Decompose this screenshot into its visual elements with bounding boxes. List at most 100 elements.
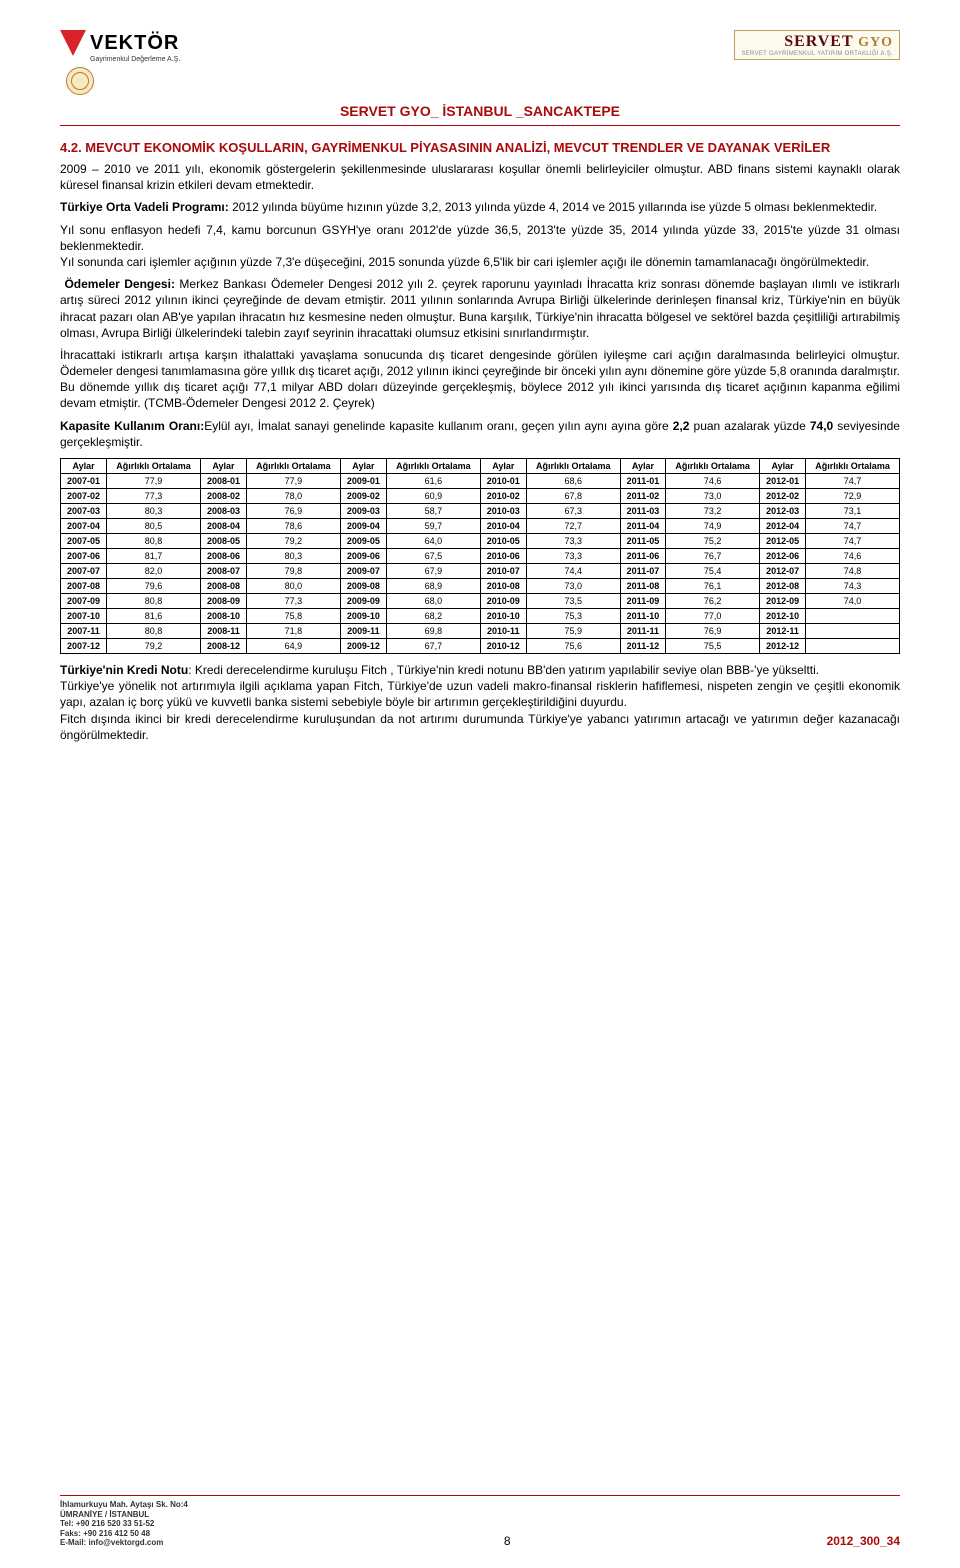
cell-month: 2009-02 [340,489,386,504]
paragraph-export: İhracattaki istikrarlı artışa karşın ith… [60,347,900,412]
table-row: 2007-0480,52008-0478,62009-0459,72010-04… [61,519,900,534]
capacity-a: Eylül ayı, İmalat sanayi genelinde kapas… [204,419,673,433]
cell-value: 72,9 [806,489,900,504]
cell-month: 2009-10 [340,609,386,624]
cell-month: 2008-05 [200,534,246,549]
cell-value: 68,2 [386,609,480,624]
table-row: 2007-1279,22008-1264,92009-1267,72010-12… [61,639,900,654]
cell-month: 2007-08 [61,579,107,594]
cell-month: 2010-10 [480,609,526,624]
doc-code: 2012_300_34 [827,1534,900,1548]
cell-value: 61,6 [386,474,480,489]
cell-value: 73,3 [526,549,620,564]
capacity-label: Kapasite Kullanım Oranı: [60,419,204,433]
cell-value: 75,9 [526,624,620,639]
col-value-header: Ağırlıklı Ortalama [247,459,341,474]
cell-value: 74,7 [806,519,900,534]
cell-month: 2008-10 [200,609,246,624]
paragraph-capacity: Kapasite Kullanım Oranı:Eylül ayı, İmala… [60,418,900,450]
cell-month: 2008-07 [200,564,246,579]
paragraph-inflation: Yıl sonu enflasyon hedefi 7,4, kamu borc… [60,222,900,271]
cell-value: 80,8 [107,534,201,549]
cell-month: 2012-08 [760,579,806,594]
cell-value: 77,3 [247,594,341,609]
cell-month: 2007-05 [61,534,107,549]
cell-month: 2010-09 [480,594,526,609]
cell-value: 75,2 [666,534,760,549]
cell-value: 74,7 [806,534,900,549]
cell-month: 2012-01 [760,474,806,489]
col-month-header: Aylar [760,459,806,474]
cell-month: 2011-03 [620,504,666,519]
cell-value: 74,4 [526,564,620,579]
cell-month: 2011-07 [620,564,666,579]
capacity-c: puan azalarak yüzde [689,419,809,433]
cell-month: 2011-02 [620,489,666,504]
cell-value: 76,7 [666,549,760,564]
cell-value: 76,9 [247,504,341,519]
footer-address: İhlamurkuyu Mah. Aytaşı Sk. No:4 ÜMRANİY… [60,1500,188,1548]
footer-divider [60,1495,900,1496]
cell-month: 2012-07 [760,564,806,579]
col-month-header: Aylar [480,459,526,474]
addr-email: E-Mail: info@vektorgd.com [60,1538,188,1548]
table-body: 2007-0177,92008-0177,92009-0161,62010-01… [61,474,900,654]
cell-value: 76,2 [666,594,760,609]
cell-month: 2011-08 [620,579,666,594]
cell-value: 77,9 [247,474,341,489]
cell-month: 2012-09 [760,594,806,609]
cell-value: 73,3 [526,534,620,549]
cell-month: 2008-03 [200,504,246,519]
cell-value: 75,3 [526,609,620,624]
col-value-header: Ağırlıklı Ortalama [526,459,620,474]
credit-c: Fitch dışında ikinci bir kredi derecelen… [60,712,900,742]
cell-month: 2011-12 [620,639,666,654]
vektor-logo-icon [60,30,86,56]
program-text: 2012 yılında büyüme hızının yüzde 3,2, 2… [229,200,877,214]
cell-month: 2012-12 [760,639,806,654]
cell-value: 76,9 [666,624,760,639]
cell-value: 73,5 [526,594,620,609]
header: VEKTÖR Gayrimenkul Değerleme A.Ş. SERVET… [60,30,900,95]
table-row: 2007-0177,92008-0177,92009-0161,62010-01… [61,474,900,489]
cell-value: 80,3 [107,504,201,519]
addr-line2: ÜMRANİYE / İSTANBUL [60,1510,188,1520]
cell-value: 67,7 [386,639,480,654]
logo-right: SERVET GYO SERVET GAYRİMENKUL YATIRIM OR… [734,30,900,60]
cell-month: 2009-03 [340,504,386,519]
addr-line1: İhlamurkuyu Mah. Aytaşı Sk. No:4 [60,1500,188,1510]
credit-b: Türkiye'ye yönelik not artırımıyla ilgil… [60,679,900,709]
document-title: SERVET GYO_ İSTANBUL _SANCAKTEPE [60,103,900,119]
cell-month: 2012-06 [760,549,806,564]
cell-month: 2011-09 [620,594,666,609]
cell-value: 75,5 [666,639,760,654]
cell-month: 2011-10 [620,609,666,624]
paragraph-balance: Ödemeler Dengesi: Merkez Bankası Ödemele… [60,276,900,341]
cell-value: 74,3 [806,579,900,594]
cell-value: 73,0 [526,579,620,594]
cell-month: 2012-10 [760,609,806,624]
cell-month: 2007-12 [61,639,107,654]
cell-month: 2007-02 [61,489,107,504]
cell-value: 74,8 [806,564,900,579]
capacity-b: 2,2 [673,419,690,433]
cell-value: 77,0 [666,609,760,624]
cell-month: 2010-01 [480,474,526,489]
cell-month: 2007-06 [61,549,107,564]
cell-value: 72,7 [526,519,620,534]
cell-value: 68,0 [386,594,480,609]
col-value-header: Ağırlıklı Ortalama [666,459,760,474]
cell-value: 82,0 [107,564,201,579]
table-row: 2007-0277,32008-0278,02009-0260,92010-02… [61,489,900,504]
cell-value [806,609,900,624]
logo-left: VEKTÖR Gayrimenkul Değerleme A.Ş. [60,30,180,95]
cell-month: 2011-05 [620,534,666,549]
cell-month: 2008-01 [200,474,246,489]
col-month-header: Aylar [340,459,386,474]
capacity-d: 74,0 [810,419,833,433]
cell-month: 2012-11 [760,624,806,639]
section-heading: 4.2. MEVCUT EKONOMİK KOŞULLARIN, GAYRİME… [60,140,900,155]
cell-value: 74,7 [806,474,900,489]
table-row: 2007-0879,62008-0880,02009-0868,92010-08… [61,579,900,594]
paragraph-program: Türkiye Orta Vadeli Programı: 2012 yılın… [60,199,900,215]
